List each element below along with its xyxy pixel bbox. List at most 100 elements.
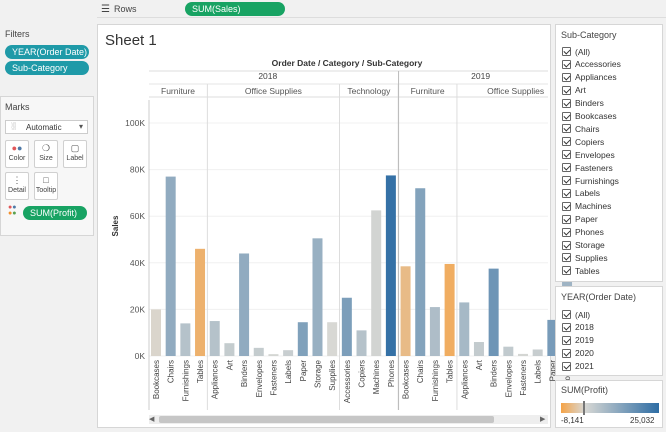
scroll-thumb[interactable]: [159, 416, 494, 423]
checkbox-checked-icon[interactable]: [562, 111, 571, 121]
year-option[interactable]: 2020: [562, 347, 594, 360]
scroll-left-arrow[interactable]: ◀: [149, 416, 155, 423]
subcategory-option[interactable]: Art: [562, 84, 586, 97]
filter-sub-category-pill[interactable]: Sub-Category: [5, 61, 89, 75]
checkbox-checked-icon[interactable]: [562, 361, 571, 371]
tooltip-button[interactable]: □ Tooltip: [34, 172, 58, 200]
subcategory-option[interactable]: Appliances: [562, 71, 617, 84]
year-option[interactable]: 2018: [562, 321, 594, 334]
checkbox-checked-icon[interactable]: [562, 98, 571, 108]
year-filter-title: YEAR(Order Date): [561, 292, 637, 302]
year-option[interactable]: 2019: [562, 334, 594, 347]
x-tick-label: Fasteners: [269, 360, 278, 396]
x-tick-label: Furnishings: [181, 360, 190, 401]
checkbox-checked-icon[interactable]: [562, 137, 571, 147]
checkbox-checked-icon[interactable]: [562, 124, 571, 134]
category-header: Office Supplies: [245, 86, 302, 96]
subcategory-option[interactable]: Supplies: [562, 251, 608, 264]
detail-icon: ⋮: [12, 175, 22, 185]
checkbox-checked-icon[interactable]: [562, 266, 571, 276]
checkbox-checked-icon[interactable]: [562, 72, 571, 82]
checkbox-checked-icon[interactable]: [562, 188, 571, 198]
checkbox-checked-icon[interactable]: [562, 348, 571, 358]
x-tick-label: Accessories: [343, 360, 352, 403]
subcategory-option[interactable]: Envelopes: [562, 148, 615, 161]
subcategory-option-label: Art: [575, 85, 586, 96]
subcategory-option[interactable]: Accessories: [562, 58, 621, 71]
marks-title: Marks: [5, 102, 30, 112]
label-button-label: Label: [66, 155, 84, 162]
horizontal-scrollbar[interactable]: ◀ ▶: [149, 415, 548, 424]
bar-appliances: [459, 302, 470, 356]
y-tick-label: 40K: [130, 258, 145, 268]
scroll-right-arrow[interactable]: ▶: [540, 416, 546, 423]
subcategory-option[interactable]: Binders: [562, 97, 604, 110]
checkbox-checked-icon[interactable]: [562, 227, 571, 237]
label-button[interactable]: ▢ Label: [63, 140, 87, 168]
subcategory-option[interactable]: Fasteners: [562, 161, 613, 174]
column-header-title: Order Date / Category / Sub-Category: [272, 58, 423, 68]
subcategory-option-label: Accessories: [575, 59, 621, 70]
category-header: Furniture: [161, 86, 195, 96]
subcategory-option[interactable]: (All): [562, 45, 590, 58]
x-tick-label: Bookcases: [152, 360, 161, 399]
detail-button-label: Detail: [8, 187, 26, 194]
checkbox-checked-icon[interactable]: [562, 310, 571, 319]
subcategory-option[interactable]: Tables: [562, 264, 600, 277]
subcategory-option-label: Appliances: [575, 72, 617, 83]
filter-year-order-date-pill[interactable]: YEAR(Order Date): [5, 45, 89, 59]
x-tick-label: Phones: [387, 360, 396, 387]
checkbox-checked-icon[interactable]: [562, 85, 571, 95]
bar-paper: [297, 322, 308, 356]
subcategory-option[interactable]: Chairs: [562, 122, 600, 135]
y-tick-label: 80K: [130, 165, 145, 175]
subcategory-option[interactable]: Machines: [562, 200, 611, 213]
subcategory-option[interactable]: Copiers: [562, 135, 604, 148]
color-button-label: Color: [8, 155, 26, 162]
x-tick-label: Envelopes: [255, 360, 264, 397]
checkbox-checked-icon[interactable]: [562, 176, 571, 185]
subcategory-option-label: Storage: [575, 240, 605, 250]
year-option-label: 2018: [575, 322, 594, 333]
sheet-title: Sheet 1: [105, 32, 157, 49]
checkbox-checked-icon[interactable]: [562, 214, 571, 224]
marks-sum-profit-pill[interactable]: SUM(Profit): [23, 206, 87, 220]
subcategory-option[interactable]: Bookcases: [562, 110, 617, 123]
checkbox-checked-icon[interactable]: [562, 201, 571, 211]
year-option[interactable]: (All): [562, 308, 590, 321]
bar-fasteners: [518, 353, 528, 356]
checkbox-checked-icon[interactable]: [562, 335, 571, 345]
subcategory-option[interactable]: Paper: [562, 213, 598, 226]
checkbox-checked-icon[interactable]: [562, 240, 571, 250]
category-header: Furniture: [411, 86, 445, 96]
subcategory-option[interactable]: Furnishings: [562, 174, 619, 187]
year-filter-card: [555, 286, 663, 376]
checkbox-checked-icon[interactable]: [562, 150, 571, 160]
checkbox-checked-icon[interactable]: [562, 322, 571, 332]
subcategory-option-label: (All): [575, 46, 591, 57]
subcategory-filter-title: Sub-Category: [561, 30, 617, 40]
color-dots-icon: ●●: [11, 143, 23, 153]
bar-furnishings: [180, 323, 191, 356]
color-button[interactable]: ●● Color: [5, 140, 29, 168]
x-tick-label: Appliances: [460, 360, 469, 399]
size-button[interactable]: ❍ Size: [34, 140, 58, 168]
mark-type-dropdown[interactable]: ░ Automatic ▾: [5, 120, 88, 134]
subcategory-option-label: Supplies: [575, 252, 608, 263]
detail-button[interactable]: ⋮ Detail: [5, 172, 29, 200]
subcategory-option[interactable]: Labels: [562, 187, 600, 200]
subcategory-option[interactable]: Phones: [562, 226, 604, 239]
x-tick-label: Binders: [240, 360, 249, 387]
year-option[interactable]: 2021: [562, 360, 594, 373]
checkbox-checked-icon[interactable]: [562, 253, 571, 263]
y-tick-label: 0K: [135, 351, 146, 361]
subcategory-option[interactable]: Storage: [562, 239, 605, 252]
subcategory-option-label: Chairs: [575, 123, 600, 134]
checkbox-checked-icon[interactable]: [562, 163, 571, 173]
checkbox-checked-icon[interactable]: [562, 47, 571, 56]
y-tick-label: 100K: [125, 118, 145, 128]
rows-icon: ☰: [101, 4, 110, 15]
checkbox-checked-icon[interactable]: [562, 59, 571, 69]
subcategory-option-label: Furnishings: [575, 175, 619, 186]
rows-sum-sales-pill[interactable]: SUM(Sales): [185, 2, 285, 16]
